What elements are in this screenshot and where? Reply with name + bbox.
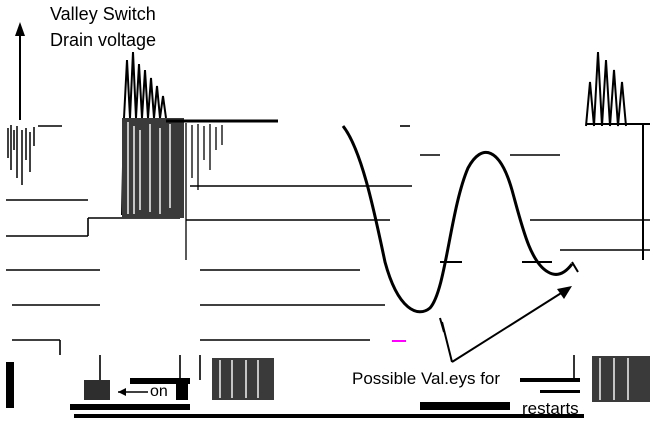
diagram-title-line-1: Valley Switch (50, 4, 156, 24)
plateau-decay-noise (185, 123, 223, 260)
gate-pulse-streaks (219, 358, 629, 400)
first-ringing-burst (121, 51, 167, 216)
second-ringing-burst (585, 51, 627, 127)
valley-oscillation (341, 125, 574, 314)
gate-pulse-region (6, 356, 650, 418)
valley-pointer-arrowhead (557, 286, 572, 299)
valley-markers (439, 261, 579, 333)
first-burst-streaks (127, 122, 171, 214)
y-axis-arrowhead (15, 22, 25, 36)
diagram-title-line-2: Drain voltage (50, 30, 157, 50)
on-label: on (150, 383, 168, 400)
first-burst-fill (122, 118, 184, 218)
gate-pulse-edges (99, 355, 575, 380)
valleys-label-line-2: restarts (522, 399, 579, 418)
level-lines (6, 125, 650, 355)
on-arrow-head (118, 388, 126, 396)
valley-pointer-line-2 (441, 321, 453, 363)
valley-pointer-line (451, 289, 567, 363)
left-ringing-noise (7, 125, 62, 185)
valleys-label-line-1: Possible Val.eys for (352, 369, 501, 388)
